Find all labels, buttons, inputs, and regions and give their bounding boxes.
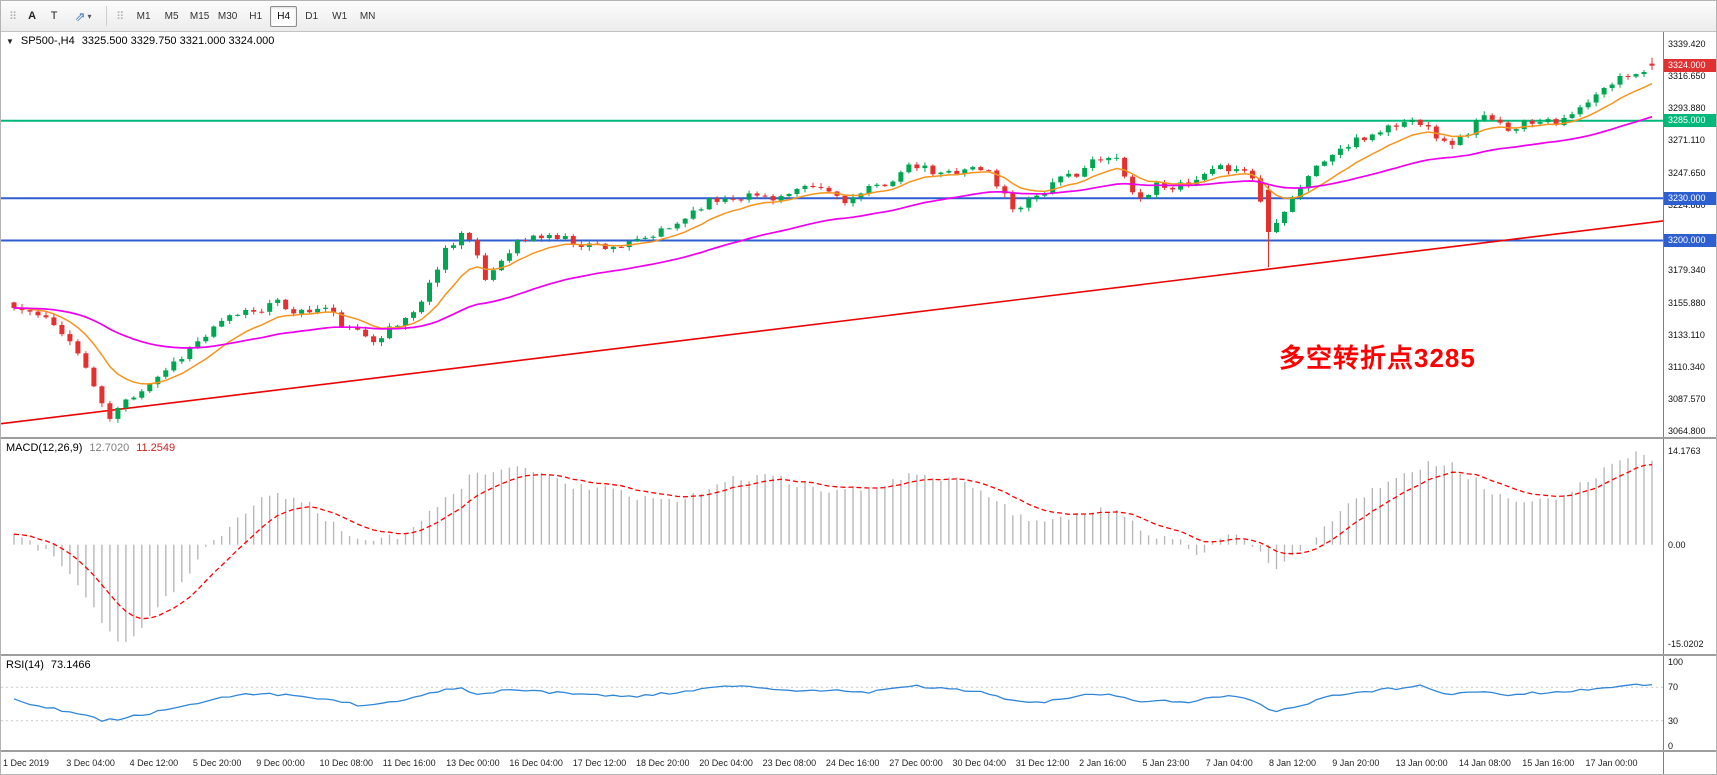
- time-axis-label: 1 Dec 2019: [3, 758, 50, 768]
- rsi-axis-label: 100: [1668, 657, 1684, 667]
- timeframe-h4-button[interactable]: H4: [270, 5, 298, 27]
- macd-axis-label: 14.1763: [1668, 446, 1701, 456]
- chart-annotation-text: 多空转折点3285: [1279, 343, 1476, 373]
- price-axis[interactable]: 3339.420 3316.650 3293.880 3271.110 3247.650…: [1663, 32, 1716, 774]
- timeframe-mn-button[interactable]: MN: [354, 6, 381, 27]
- timeframe-m5-button[interactable]: M5: [158, 6, 185, 27]
- pane-separator[interactable]: [1, 437, 1716, 439]
- time-axis-label: 4 Dec 12:00: [129, 758, 179, 768]
- time-axis-label: 7 Jan 04:00: [1205, 758, 1253, 768]
- time-axis-label: 5 Jan 23:00: [1142, 758, 1190, 768]
- time-axis[interactable]: 1 Dec 2019 3 Dec 04:00 4 Dec 12:00 5 Dec 20…: [1, 752, 1665, 774]
- time-axis-label: 14 Jan 08:00: [1458, 758, 1511, 768]
- timeframe-m1-button[interactable]: M1: [130, 6, 157, 27]
- time-axis-label: 16 Dec 04:00: [509, 758, 563, 768]
- macd-axis-label: 0.00: [1668, 539, 1686, 550]
- timeframe-w1-button[interactable]: W1: [326, 6, 353, 27]
- time-axis-label: 11 Dec 16:00: [382, 758, 436, 768]
- macd-axis-label: -15.0202: [1668, 639, 1704, 649]
- timeframe-h1-button[interactable]: H1: [242, 6, 269, 27]
- timeframe-m15-button[interactable]: M15: [186, 6, 213, 27]
- toolbar-grip-icon[interactable]: ⠿: [116, 10, 125, 23]
- price-chart-canvas: [1, 57, 1665, 425]
- time-axis-label: 5 Dec 20:00: [192, 758, 242, 768]
- expand-arrow-icon[interactable]: ▼: [6, 37, 14, 46]
- time-axis-label: 3 Dec 04:00: [66, 758, 115, 768]
- price-axis-label: 3271.110: [1668, 135, 1705, 146]
- macd-title: MACD(12,26,9) 12.7020 11.2549: [6, 442, 175, 454]
- time-axis-label: 17 Dec 12:00: [572, 758, 627, 768]
- price-axis-label: 3110.340: [1668, 361, 1705, 372]
- price-chart-pane[interactable]: ▼ SP500-,H4 3325.500 3329.750 3321.000 3…: [1, 32, 1665, 439]
- price-axis-label: 3133.110: [1668, 329, 1705, 340]
- macd-name-label: MACD(12,26,9): [6, 442, 83, 454]
- arrows-icon: ⇗: [74, 8, 86, 24]
- time-axis-label: 15 Jan 16:00: [1522, 758, 1575, 768]
- symbol-period-label: SP500-,H4: [20, 35, 75, 47]
- text-a-tool-button[interactable]: A: [21, 5, 43, 27]
- green-level-badge: 3285.000: [1664, 114, 1716, 128]
- price-axis-label: 3316.650: [1668, 71, 1706, 82]
- rsi-name-label: RSI(14): [6, 659, 44, 671]
- macd-indicator-pane[interactable]: MACD(12,26,9) 12.7020 11.2549: [1, 439, 1665, 656]
- time-axis-label: 9 Jan 20:00: [1332, 758, 1380, 768]
- time-axis-label: 23 Dec 08:00: [762, 758, 817, 768]
- time-axis-label: 10 Dec 08:00: [319, 758, 374, 768]
- chart-title: ▼ SP500-,H4 3325.500 3329.750 3321.000 3…: [6, 35, 274, 47]
- price-axis-label: 3293.880: [1668, 103, 1706, 114]
- price-axis-label: 3064.800: [1668, 426, 1706, 436]
- time-axis-label: 2 Jan 16:00: [1079, 758, 1127, 768]
- rsi-axis-label: 0: [1668, 741, 1674, 751]
- rsi-axis-label: 70: [1668, 682, 1679, 693]
- price-axis-label: 3247.650: [1668, 168, 1706, 179]
- ohlc-label: 3325.500 3329.750 3321.000 3324.000: [81, 35, 275, 47]
- time-axis-label: 27 Dec 00:00: [889, 758, 943, 768]
- arrows-tool-button[interactable]: ⇗ ▾: [65, 5, 101, 27]
- time-axis-label: 20 Dec 04:00: [699, 758, 753, 768]
- price-axis-label: 3179.340: [1668, 264, 1706, 275]
- pane-separator[interactable]: [1, 654, 1716, 656]
- macd-canvas: [13, 451, 1653, 642]
- main-toolbar: ⠿ A T ⇗ ▾ ⠿ M1 M5 M15 M30 H1 H4 D1 W1 MN: [1, 1, 1716, 32]
- macd-value-label: 12.7020: [89, 442, 130, 454]
- chevron-down-icon: ▾: [87, 11, 92, 21]
- macd-signal-label: 11.2549: [136, 442, 176, 454]
- time-axis-label: 9 Dec 00:00: [256, 758, 305, 768]
- price-axis-label: 3339.420: [1668, 39, 1706, 49]
- time-axis-label: 13 Dec 00:00: [446, 758, 500, 768]
- timeframe-d1-button[interactable]: D1: [298, 6, 325, 27]
- current-price-badge: 3324.000: [1664, 59, 1716, 73]
- time-axis-label: 8 Jan 12:00: [1269, 758, 1317, 768]
- toolbar-grip-icon[interactable]: ⠿: [9, 10, 18, 23]
- price-axis-label: 3087.570: [1668, 393, 1706, 404]
- pane-separator[interactable]: [1, 750, 1716, 752]
- timeframe-toolbar: M1 M5 M15 M30 H1 H4 D1 W1 MN: [130, 5, 381, 27]
- price-axis-label: 3224.880: [1668, 200, 1706, 211]
- time-axis-label: 24 Dec 16:00: [825, 758, 880, 768]
- rsi-value-label: 73.1466: [50, 659, 91, 671]
- time-axis-label: 31 Dec 12:00: [1015, 758, 1070, 768]
- rsi-title: RSI(14) 73.1466: [6, 659, 91, 671]
- rsi-indicator-pane[interactable]: RSI(14) 73.1466: [1, 656, 1665, 752]
- time-axis-label: 17 Jan 00:00: [1585, 758, 1638, 768]
- blue-level-badge-upper: 3230.000: [1664, 191, 1716, 205]
- rsi-canvas: [1, 683, 1665, 723]
- timeframe-m30-button[interactable]: M30: [214, 6, 241, 27]
- rsi-axis-label: 30: [1668, 715, 1679, 726]
- price-axis-label: 3155.880: [1668, 297, 1706, 308]
- blue-level-badge-lower: 3200.000: [1664, 234, 1716, 247]
- toolbar-separator: [106, 6, 108, 26]
- time-axis-label: 13 Jan 00:00: [1395, 758, 1448, 768]
- text-label-tool-button[interactable]: T: [43, 5, 65, 27]
- time-axis-label: 30 Dec 04:00: [952, 758, 1007, 768]
- time-axis-label: 18 Dec 20:00: [636, 758, 690, 768]
